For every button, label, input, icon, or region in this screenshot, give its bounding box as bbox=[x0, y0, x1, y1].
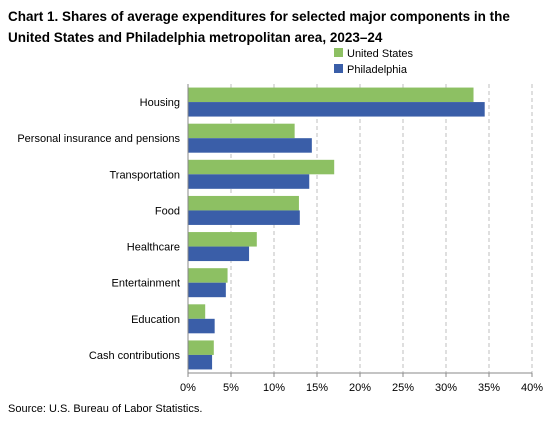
axes bbox=[187, 84, 533, 377]
bar bbox=[188, 232, 257, 247]
tick-labels: 0% 5% 10% 15% 20% 25% 30% 35% 40% bbox=[180, 382, 543, 394]
bar bbox=[188, 102, 485, 117]
category-label: Transportation bbox=[109, 169, 180, 181]
legend-label: Philadelphia bbox=[347, 64, 408, 76]
x-tick-label: 40% bbox=[521, 382, 543, 394]
bar bbox=[188, 318, 215, 334]
legend-swatch bbox=[334, 48, 343, 57]
category-label: Housing bbox=[140, 97, 180, 109]
category-label: Food bbox=[155, 205, 180, 217]
source-note: Source: U.S. Bureau of Labor Statistics. bbox=[8, 403, 203, 415]
x-tick-label: 35% bbox=[478, 382, 500, 394]
bar bbox=[188, 246, 250, 262]
bars bbox=[188, 87, 485, 370]
bar bbox=[188, 354, 213, 370]
chart-title: Chart 1. Shares of average expenditures … bbox=[8, 9, 510, 45]
bar bbox=[188, 159, 335, 175]
category-label: Personal insurance and pensions bbox=[17, 133, 180, 145]
x-tick-label: 30% bbox=[435, 382, 457, 394]
bar bbox=[188, 123, 295, 139]
bar bbox=[188, 210, 300, 225]
x-tick-label: 25% bbox=[392, 382, 414, 394]
x-tick-label: 0% bbox=[180, 382, 196, 394]
legend-swatch bbox=[334, 64, 343, 73]
category-label: Education bbox=[131, 314, 180, 326]
x-tick-label: 5% bbox=[223, 382, 239, 394]
category-labels: Housing Personal insurance and pensions Tr… bbox=[17, 97, 180, 362]
bar bbox=[188, 195, 299, 211]
bar bbox=[188, 174, 310, 189]
bar bbox=[188, 304, 206, 319]
bar bbox=[188, 138, 312, 153]
legend-label: United States bbox=[347, 48, 414, 60]
bar bbox=[188, 87, 474, 103]
category-label: Cash contributions bbox=[89, 350, 181, 362]
bar bbox=[188, 268, 228, 283]
category-label: Entertainment bbox=[112, 278, 180, 290]
bar bbox=[188, 340, 214, 355]
legend: United States Philadelphia bbox=[334, 48, 414, 76]
x-tick-label: 10% bbox=[263, 382, 285, 394]
bar bbox=[188, 282, 226, 298]
x-tick-label: 20% bbox=[349, 382, 371, 394]
gridlines bbox=[230, 84, 533, 373]
x-tick-label: 15% bbox=[306, 382, 328, 394]
category-label: Healthcare bbox=[127, 242, 180, 254]
